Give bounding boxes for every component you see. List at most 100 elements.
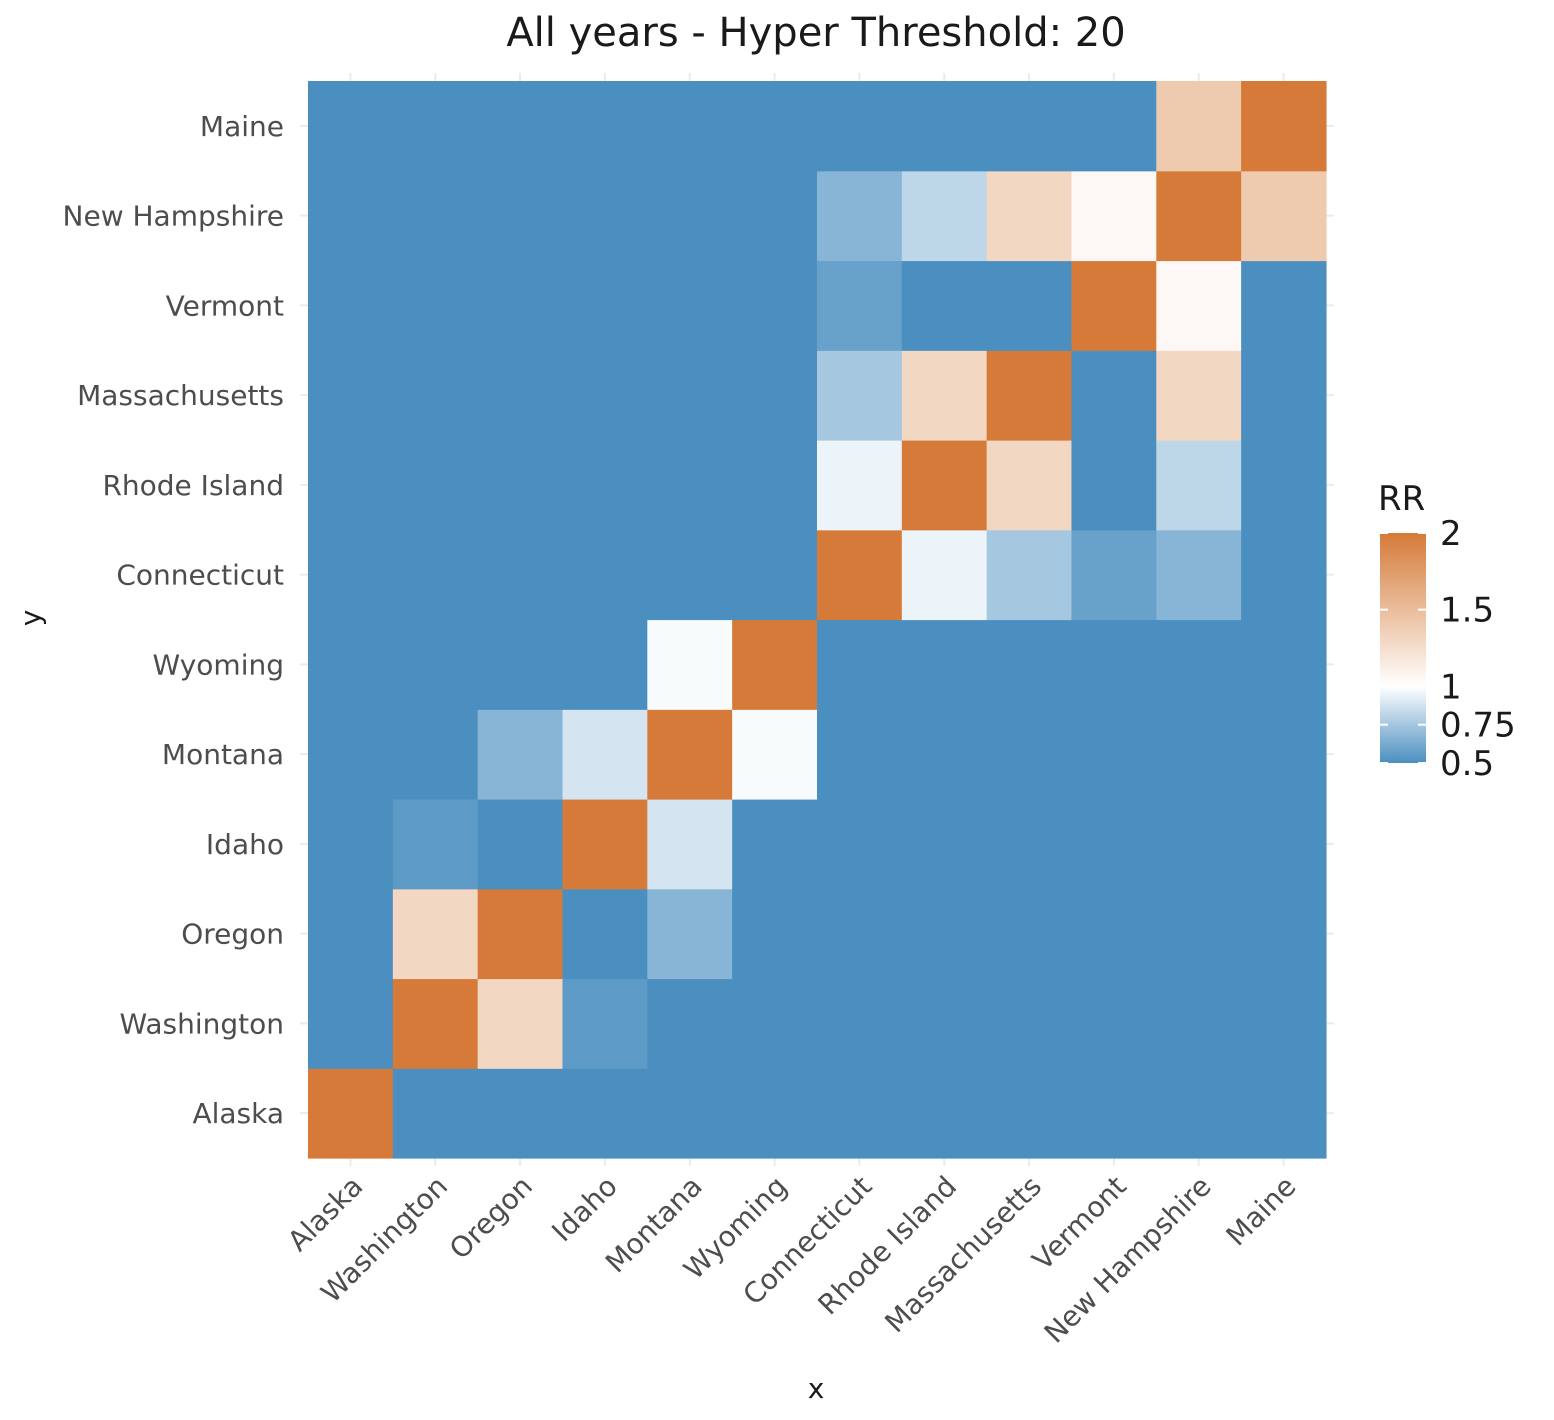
heatmap-cell-massachusetts-connecticut bbox=[986, 529, 1073, 621]
heatmap-cell-new-hampshire-maine bbox=[1156, 81, 1242, 172]
y-tick-label: Vermont bbox=[166, 289, 284, 322]
heatmap-cell-idaho-oregon bbox=[562, 888, 648, 980]
heatmap-cell-oregon-montana bbox=[477, 709, 564, 800]
heatmap-cell-massachusetts-massachusetts bbox=[986, 350, 1073, 441]
y-axis-title: y bbox=[14, 610, 47, 627]
heatmap-cell-rhode-island-washington bbox=[901, 978, 988, 1069]
heatmap-cell-maine-rhode-island bbox=[1241, 440, 1327, 531]
heatmap-cell-washington-alaska bbox=[392, 1068, 479, 1159]
heatmap-cell-maine-oregon bbox=[1241, 888, 1327, 980]
heatmap-cell-montana-oregon bbox=[647, 888, 733, 980]
legend-tick-label: 0.5 bbox=[1440, 744, 1494, 784]
heatmap-cell-new-hampshire-new-hampshire bbox=[1156, 170, 1242, 262]
heatmap-cell-massachusetts-vermont bbox=[986, 260, 1073, 351]
heatmap-cell-idaho-rhode-island bbox=[562, 440, 648, 531]
heatmap-cell-alaska-oregon bbox=[308, 888, 394, 980]
legend-tick-label: 2 bbox=[1440, 514, 1462, 554]
heatmap-cell-idaho-washington bbox=[562, 978, 648, 1069]
heatmap-cell-new-hampshire-connecticut bbox=[1156, 529, 1242, 621]
heatmap-cell-connecticut-connecticut bbox=[816, 529, 903, 621]
heatmap-cell-alaska-wyoming bbox=[308, 619, 394, 710]
heatmap-cell-rhode-island-massachusetts bbox=[901, 350, 988, 441]
heatmap-cell-rhode-island-montana bbox=[901, 709, 988, 800]
heatmap-cell-washington-vermont bbox=[392, 260, 479, 351]
heatmap-cell-washington-massachusetts bbox=[392, 350, 479, 441]
heatmap-cell-idaho-alaska bbox=[562, 1068, 648, 1159]
heatmap-cell-connecticut-montana bbox=[816, 709, 903, 800]
heatmap-cell-massachusetts-idaho bbox=[986, 799, 1073, 890]
heatmap-cell-washington-new-hampshire bbox=[392, 170, 479, 262]
heatmap-cell-alaska-connecticut bbox=[308, 529, 394, 621]
heatmap-cell-new-hampshire-washington bbox=[1156, 978, 1242, 1069]
heatmap-cell-new-hampshire-rhode-island bbox=[1156, 440, 1242, 531]
y-tick-label: Rhode Island bbox=[102, 469, 284, 502]
heatmap-cell-new-hampshire-montana bbox=[1156, 709, 1242, 800]
x-tick-label: Oregon bbox=[443, 1170, 539, 1266]
x-tick-label: Idaho bbox=[545, 1170, 624, 1249]
heatmap-cell-rhode-island-maine bbox=[901, 81, 988, 172]
heatmap-cell-wyoming-washington bbox=[732, 978, 818, 1069]
heatmap-cell-massachusetts-alaska bbox=[986, 1068, 1073, 1159]
heatmap-cell-oregon-massachusetts bbox=[477, 350, 564, 441]
heatmap-cell-maine-washington bbox=[1241, 978, 1327, 1069]
heatmap-cell-new-hampshire-wyoming bbox=[1156, 619, 1242, 710]
heatmap-cell-vermont-maine bbox=[1071, 81, 1157, 172]
heatmap-cell-wyoming-oregon bbox=[732, 888, 818, 980]
heatmap-cell-rhode-island-rhode-island bbox=[901, 440, 988, 531]
heatmap-cell-new-hampshire-oregon bbox=[1156, 888, 1242, 980]
legend-ticks: 0.50.751 1.5 2 bbox=[1380, 514, 1516, 784]
heatmap-cell-rhode-island-connecticut bbox=[901, 529, 988, 621]
heatmap-cell-connecticut-maine bbox=[816, 81, 903, 172]
heatmap-cell-montana-alaska bbox=[647, 1068, 733, 1159]
heatmap-cell-maine-wyoming bbox=[1241, 619, 1327, 710]
heatmap-cell-wyoming-wyoming bbox=[732, 619, 818, 710]
heatmap-cell-maine-massachusetts bbox=[1241, 350, 1327, 441]
heatmap-cell-wyoming-new-hampshire bbox=[732, 170, 818, 262]
heatmap-cell-maine-vermont bbox=[1241, 260, 1327, 351]
legend-color-bar bbox=[1380, 533, 1426, 763]
heatmap-cell-rhode-island-oregon bbox=[901, 888, 988, 980]
heatmap-cell-alaska-idaho bbox=[308, 799, 394, 890]
heatmap-cell-montana-montana bbox=[647, 709, 733, 800]
heatmap-cell-connecticut-vermont bbox=[816, 260, 903, 351]
heatmap-cell-connecticut-washington bbox=[816, 978, 903, 1069]
heatmap-cell-rhode-island-new-hampshire bbox=[901, 170, 988, 262]
heatmap-cell-vermont-wyoming bbox=[1071, 619, 1157, 710]
heatmap-cell-montana-massachusetts bbox=[647, 350, 733, 441]
legend-tick-label: 0.75 bbox=[1440, 706, 1516, 746]
heatmap-cell-wyoming-maine bbox=[732, 81, 818, 172]
y-tick-label: Oregon bbox=[181, 918, 284, 951]
heatmap-cell-idaho-connecticut bbox=[562, 529, 648, 621]
heatmap-cell-idaho-vermont bbox=[562, 260, 648, 351]
heatmap-cell-montana-maine bbox=[647, 81, 733, 172]
heatmap-cell-maine-new-hampshire bbox=[1241, 170, 1327, 262]
heatmap-cell-alaska-washington bbox=[308, 978, 394, 1069]
heatmap-cell-idaho-wyoming bbox=[562, 619, 648, 710]
heatmap-cell-rhode-island-vermont bbox=[901, 260, 988, 351]
heatmap-cell-maine-maine bbox=[1241, 81, 1327, 172]
heatmap-cell-massachusetts-washington bbox=[986, 978, 1073, 1069]
x-tick-label: Massachusetts bbox=[878, 1170, 1048, 1340]
heatmap-cell-idaho-massachusetts bbox=[562, 350, 648, 441]
heatmap-cell-massachusetts-montana bbox=[986, 709, 1073, 800]
heatmap-cell-idaho-montana bbox=[562, 709, 648, 800]
y-tick-labels: Alaska Washington Oregon Idaho Montana Wyomin… bbox=[63, 110, 285, 1130]
heatmap-cell-idaho-maine bbox=[562, 81, 648, 172]
heatmap-cell-washington-connecticut bbox=[392, 529, 479, 621]
heatmap-cell-oregon-alaska bbox=[477, 1068, 564, 1159]
y-tick-label: Alaska bbox=[192, 1097, 284, 1130]
heatmap-cell-massachusetts-rhode-island bbox=[986, 440, 1073, 531]
y-tick-label: Connecticut bbox=[116, 559, 284, 592]
heatmap-cell-vermont-new-hampshire bbox=[1071, 170, 1157, 262]
heatmap-cell-maine-alaska bbox=[1241, 1068, 1327, 1159]
heatmap-cell-vermont-montana bbox=[1071, 709, 1157, 800]
y-tick-label: Massachusetts bbox=[77, 379, 284, 412]
heatmap-cell-massachusetts-new-hampshire bbox=[986, 170, 1073, 262]
heatmap-cell-alaska-massachusetts bbox=[308, 350, 394, 441]
heatmap-cell-vermont-vermont bbox=[1071, 260, 1157, 351]
heatmap-cell-washington-idaho bbox=[392, 799, 479, 890]
heatmap-cell-idaho-idaho bbox=[562, 799, 648, 890]
heatmap-cell-oregon-connecticut bbox=[477, 529, 564, 621]
heatmap-cell-alaska-maine bbox=[308, 81, 394, 172]
heatmap-cell-connecticut-wyoming bbox=[816, 619, 903, 710]
